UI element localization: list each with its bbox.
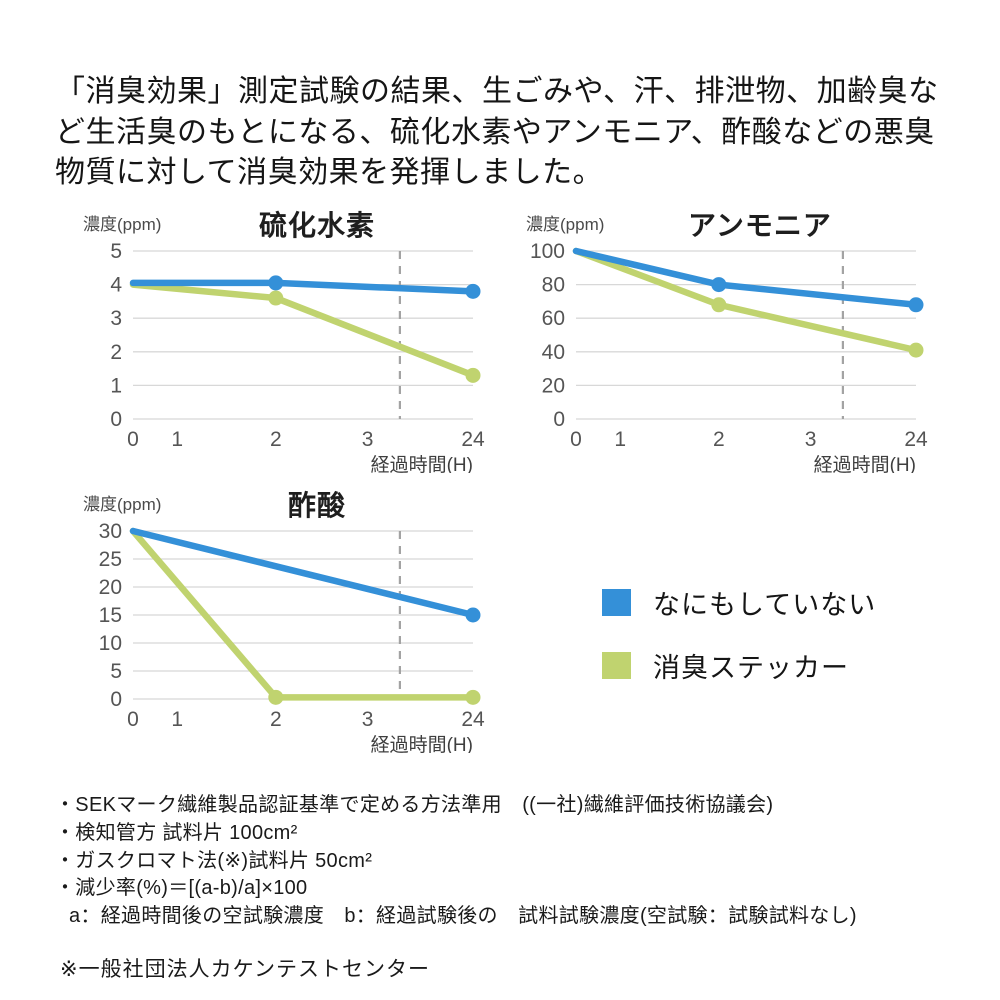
legend: なにもしていない 消臭ステッカー: [602, 583, 876, 709]
legend-swatch-blue: [602, 589, 631, 616]
data-point-dot: [268, 275, 284, 291]
chart-title: 酢酸: [288, 490, 346, 521]
series-line-green: [129, 281, 477, 379]
x-tick-label: 1: [614, 428, 626, 451]
y-tick-label: 10: [99, 632, 122, 655]
footnote-line: ・ガスクロマト法(※)試料片 50cm²: [55, 849, 373, 872]
y-tick-label: 5: [110, 660, 122, 683]
chart-title: アンモニア: [688, 210, 832, 241]
chart-svg: アンモニア 濃度(ppm) 100 80 60 40 20 00 1 2 3 24 経過時間(H): [526, 210, 928, 473]
x-tick-label: 24: [904, 428, 928, 451]
x-tick-label: 3: [362, 428, 374, 451]
legend-item-sticker: 消臭ステッカー: [602, 646, 876, 685]
y-tick-label: 100: [530, 240, 565, 263]
data-point-dot: [465, 689, 481, 705]
x-tick-label: 0: [127, 428, 139, 451]
y-tick-label: 1: [110, 374, 122, 397]
x-tick-label: 3: [805, 428, 817, 451]
series-line-green: [129, 527, 477, 701]
legend-label: なにもしていない: [653, 590, 877, 620]
footnote-line: ・検知管方 試料片 100cm²: [55, 821, 298, 844]
x-tick-label: 0: [127, 708, 139, 731]
x-axis-label: 経過時間(H): [814, 454, 916, 473]
data-point-dot: [711, 277, 727, 293]
y-tick-label: 0: [110, 408, 122, 431]
series-line-blue: [129, 527, 477, 619]
chart-hydrogen-sulfide: 硫化水素 濃度(ppm) 5 4 3 2 1 0 0 1 2 3 24 経過時間(H): [73, 203, 488, 473]
data-point-dot: [465, 607, 481, 623]
chart-title: 硫化水素: [259, 209, 375, 241]
x-tick-label: 2: [270, 708, 282, 731]
footnote-line: ・SEKマーク繊維製品認証基準で定める方法準用 ((一社)繊維評価技術協議会): [55, 794, 774, 816]
x-tick-label: 2: [270, 428, 282, 451]
y-axis-unit-label: 濃度(ppm): [83, 215, 161, 234]
data-point-dot: [908, 342, 924, 358]
x-tick-label: 2: [713, 428, 725, 451]
chart-ammonia: アンモニア 濃度(ppm) 100 80 60 40 20 0 0 1 2 3 24 経過時間(H): [516, 203, 931, 473]
data-point-dot: [268, 689, 284, 705]
x-axis-label: 経過時間(H): [371, 734, 473, 753]
y-tick-label: 25: [99, 548, 122, 571]
chart-svg: 硫化水素 濃度(ppm) 5 4 3 2 1 00 1 2 3 24 経過時間(H): [83, 209, 485, 473]
y-tick-label: 0: [553, 408, 565, 431]
chart-svg: 酢酸 濃度(ppm) 30 25 20 15 10 5 00 1 2 3 24 経過時間(H): [83, 490, 485, 753]
footnote-line: ・減少率(%)＝[(a-b)/a]×100: [55, 877, 308, 900]
y-tick-label: 5: [110, 240, 122, 263]
data-point-dot: [268, 290, 284, 306]
y-axis-unit-label: 濃度(ppm): [83, 495, 161, 514]
chart-acetic-acid: 酢酸 濃度(ppm) 30 25 20 15 10 5 0 0 1 2 3 24 経過時間(H): [73, 483, 488, 753]
y-tick-label: 15: [99, 604, 122, 627]
x-tick-label: 1: [171, 428, 183, 451]
series-line-blue: [572, 247, 920, 309]
x-tick-label: 1: [171, 708, 183, 731]
certifier-note: ※一般社団法人カケンテストセンター: [60, 958, 430, 981]
x-axis-label: 経過時間(H): [371, 454, 473, 473]
y-tick-label: 0: [110, 688, 122, 711]
y-tick-label: 4: [110, 274, 122, 297]
y-tick-label: 3: [110, 307, 122, 330]
data-point-dot: [465, 283, 481, 299]
footnote-line: a：経過時間後の空試験濃度 b：経過試験後の 試料試験濃度(空試験：試験試料なし…: [69, 905, 857, 928]
y-tick-label: 80: [542, 274, 565, 297]
x-tick-label: 24: [461, 708, 485, 731]
header-text: 「消臭効果」測定試験の結果、生ごみや、汗、排泄物、加齢臭など生活臭のもとになる、…: [55, 75, 939, 189]
y-tick-label: 20: [542, 374, 565, 397]
y-tick-label: 20: [99, 576, 122, 599]
legend-item-untreated: なにもしていない: [602, 583, 876, 622]
y-tick-label: 30: [99, 520, 122, 543]
y-axis-unit-label: 濃度(ppm): [526, 215, 604, 234]
x-tick-label: 3: [362, 708, 374, 731]
x-tick-label: 0: [570, 428, 582, 451]
data-point-dot: [908, 297, 924, 313]
legend-label: 消臭ステッカー: [653, 653, 849, 683]
footnotes: ・SEKマーク繊維製品認証基準で定める方法準用 ((一社)繊維評価技術協議会) …: [55, 792, 955, 931]
y-tick-label: 2: [110, 341, 122, 364]
data-point-dot: [465, 367, 481, 383]
data-point-dot: [711, 297, 727, 313]
y-tick-label: 60: [542, 307, 565, 330]
x-tick-label: 24: [461, 428, 485, 451]
legend-swatch-green: [602, 652, 631, 679]
y-tick-label: 40: [542, 341, 565, 364]
